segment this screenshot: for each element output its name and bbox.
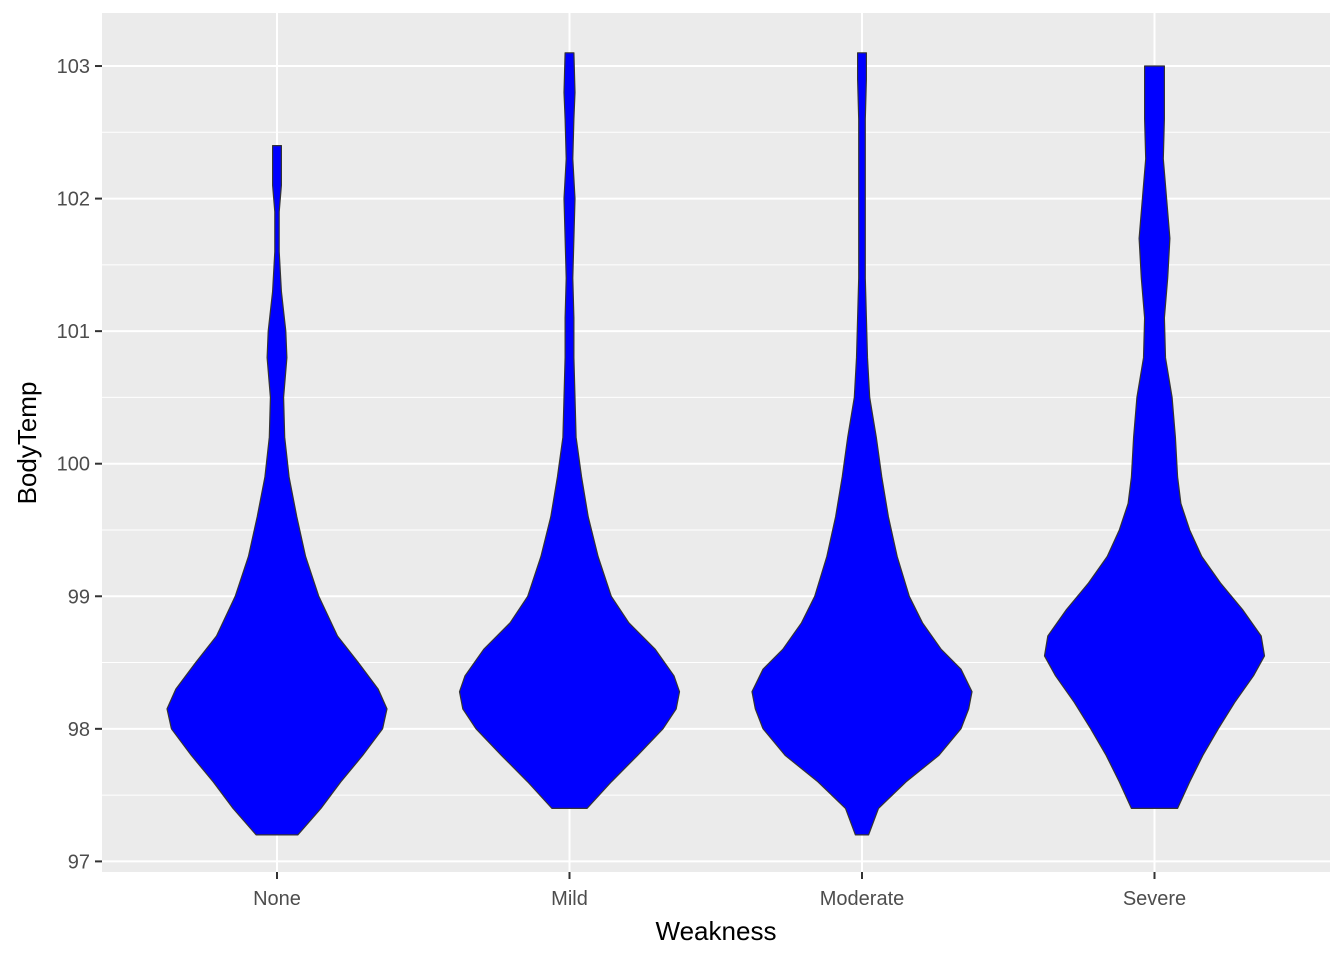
x-tick-label: Severe — [1123, 888, 1186, 910]
x-tick-label: Mild — [551, 888, 588, 910]
y-tick-label: 102 — [57, 189, 90, 211]
y-tick-label: 101 — [57, 321, 90, 343]
x-tick-label: None — [253, 888, 301, 910]
y-axis: 97 98 99 100 101 102 103 — [57, 56, 102, 873]
x-tick-label: Moderate — [820, 888, 905, 910]
violin-moderate — [751, 52, 973, 836]
y-tick-label: 98 — [68, 719, 90, 741]
violin-severe — [1043, 65, 1266, 809]
y-tick-label: 99 — [68, 586, 90, 608]
violin-mild — [458, 52, 681, 809]
y-tick-label: 100 — [57, 454, 90, 476]
y-tick-label: 103 — [57, 56, 90, 78]
y-tick-label: 97 — [68, 851, 90, 873]
y-axis-title: BodyTemp — [12, 382, 42, 505]
x-axis-title: Weakness — [656, 916, 777, 946]
x-axis: None Mild Moderate Severe — [253, 872, 1186, 910]
violins — [166, 52, 1266, 836]
violin-none — [166, 145, 388, 836]
